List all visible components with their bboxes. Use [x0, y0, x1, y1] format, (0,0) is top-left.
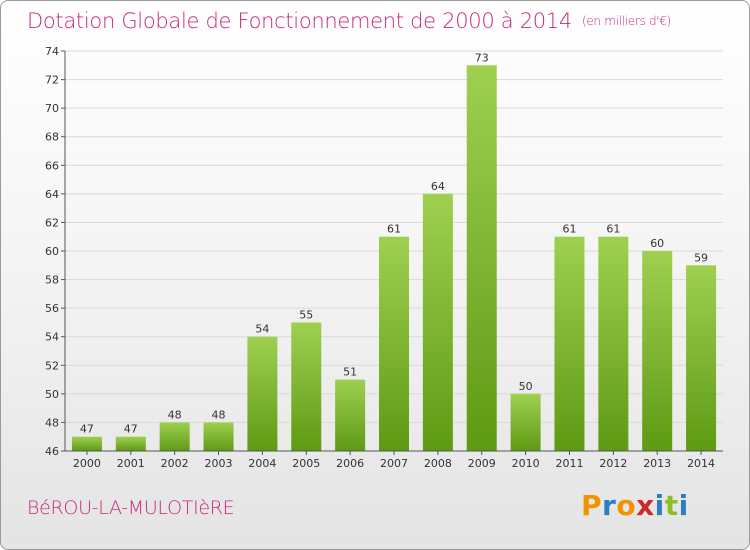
- bar: [203, 422, 234, 451]
- bar-value-label: 50: [519, 380, 533, 393]
- x-tick-label: 2003: [205, 457, 233, 470]
- bar: [554, 236, 585, 451]
- bar-value-label: 61: [562, 223, 576, 236]
- bar-value-label: 73: [475, 51, 489, 64]
- y-tick-label: 66: [45, 159, 59, 172]
- bar: [422, 193, 453, 451]
- y-tick-label: 48: [45, 416, 59, 429]
- bar-value-label: 47: [80, 423, 94, 436]
- bar-value-label: 54: [255, 323, 269, 336]
- x-tick-label: 2012: [599, 457, 627, 470]
- bar-value-label: 64: [431, 180, 445, 193]
- y-tick-label: 74: [45, 45, 59, 58]
- x-tick-label: 2000: [73, 457, 101, 470]
- x-tick-label: 2011: [555, 457, 583, 470]
- y-tick-label: 64: [45, 188, 59, 201]
- bar: [115, 436, 146, 451]
- bar-value-label: 47: [124, 423, 138, 436]
- y-tick-label: 50: [45, 388, 59, 401]
- bar-value-label: 61: [606, 223, 620, 236]
- y-tick-label: 58: [45, 274, 59, 287]
- bar: [598, 236, 629, 451]
- y-tick-label: 62: [45, 216, 59, 229]
- bar: [379, 236, 409, 451]
- y-tick-label: 56: [45, 302, 59, 315]
- y-tick-label: 52: [45, 359, 59, 372]
- x-tick-label: 2001: [117, 457, 145, 470]
- x-tick-label: 2006: [336, 457, 364, 470]
- bar: [247, 336, 278, 451]
- bar-value-label: 59: [694, 251, 708, 264]
- x-tick-label: 2004: [248, 457, 276, 470]
- bar: [510, 393, 541, 451]
- x-tick-label: 2014: [687, 457, 715, 470]
- x-tick-label: 2009: [468, 457, 496, 470]
- x-tick-label: 2007: [380, 457, 408, 470]
- proxiti-logo: Proxiti: [581, 489, 689, 522]
- bar: [291, 322, 322, 451]
- x-tick-label: 2010: [512, 457, 540, 470]
- y-tick-label: 46: [45, 445, 59, 458]
- bar: [686, 265, 717, 451]
- commune-name: BéROU-LA-MULOTIèRE: [27, 497, 235, 519]
- logo-letter: t: [664, 489, 679, 522]
- logo-letter: i: [654, 489, 665, 522]
- x-tick-label: 2013: [643, 457, 671, 470]
- logo-letter: i: [678, 489, 689, 522]
- bar-value-label: 61: [387, 223, 401, 236]
- bar-value-label: 48: [212, 408, 226, 421]
- title-unit: (en milliers d'€): [581, 14, 671, 28]
- y-tick-label: 70: [45, 102, 59, 115]
- chart-title: Dotation Globale de Fonctionnement de 20…: [27, 9, 671, 33]
- logo-letter: r: [602, 489, 617, 522]
- bar-value-label: 60: [650, 237, 664, 250]
- y-tick-label: 60: [45, 245, 59, 258]
- title-text: Dotation Globale de Fonctionnement de 20…: [27, 9, 572, 33]
- bar-value-label: 55: [299, 308, 313, 321]
- y-tick-label: 68: [45, 131, 59, 144]
- x-tick-label: 2005: [292, 457, 320, 470]
- bar: [466, 65, 497, 452]
- logo-letter: x: [636, 489, 655, 522]
- bar-value-label: 51: [343, 366, 357, 379]
- y-tick-label: 54: [45, 331, 59, 344]
- bar: [159, 422, 190, 451]
- bar-value-label: 48: [168, 408, 182, 421]
- y-tick-label: 72: [45, 74, 59, 87]
- x-tick-label: 2008: [424, 457, 452, 470]
- x-tick-label: 2002: [161, 457, 189, 470]
- bar: [642, 251, 673, 451]
- logo-letter: P: [581, 489, 603, 522]
- bar: [71, 436, 102, 451]
- logo-letter: o: [616, 489, 637, 522]
- bar: [335, 379, 366, 451]
